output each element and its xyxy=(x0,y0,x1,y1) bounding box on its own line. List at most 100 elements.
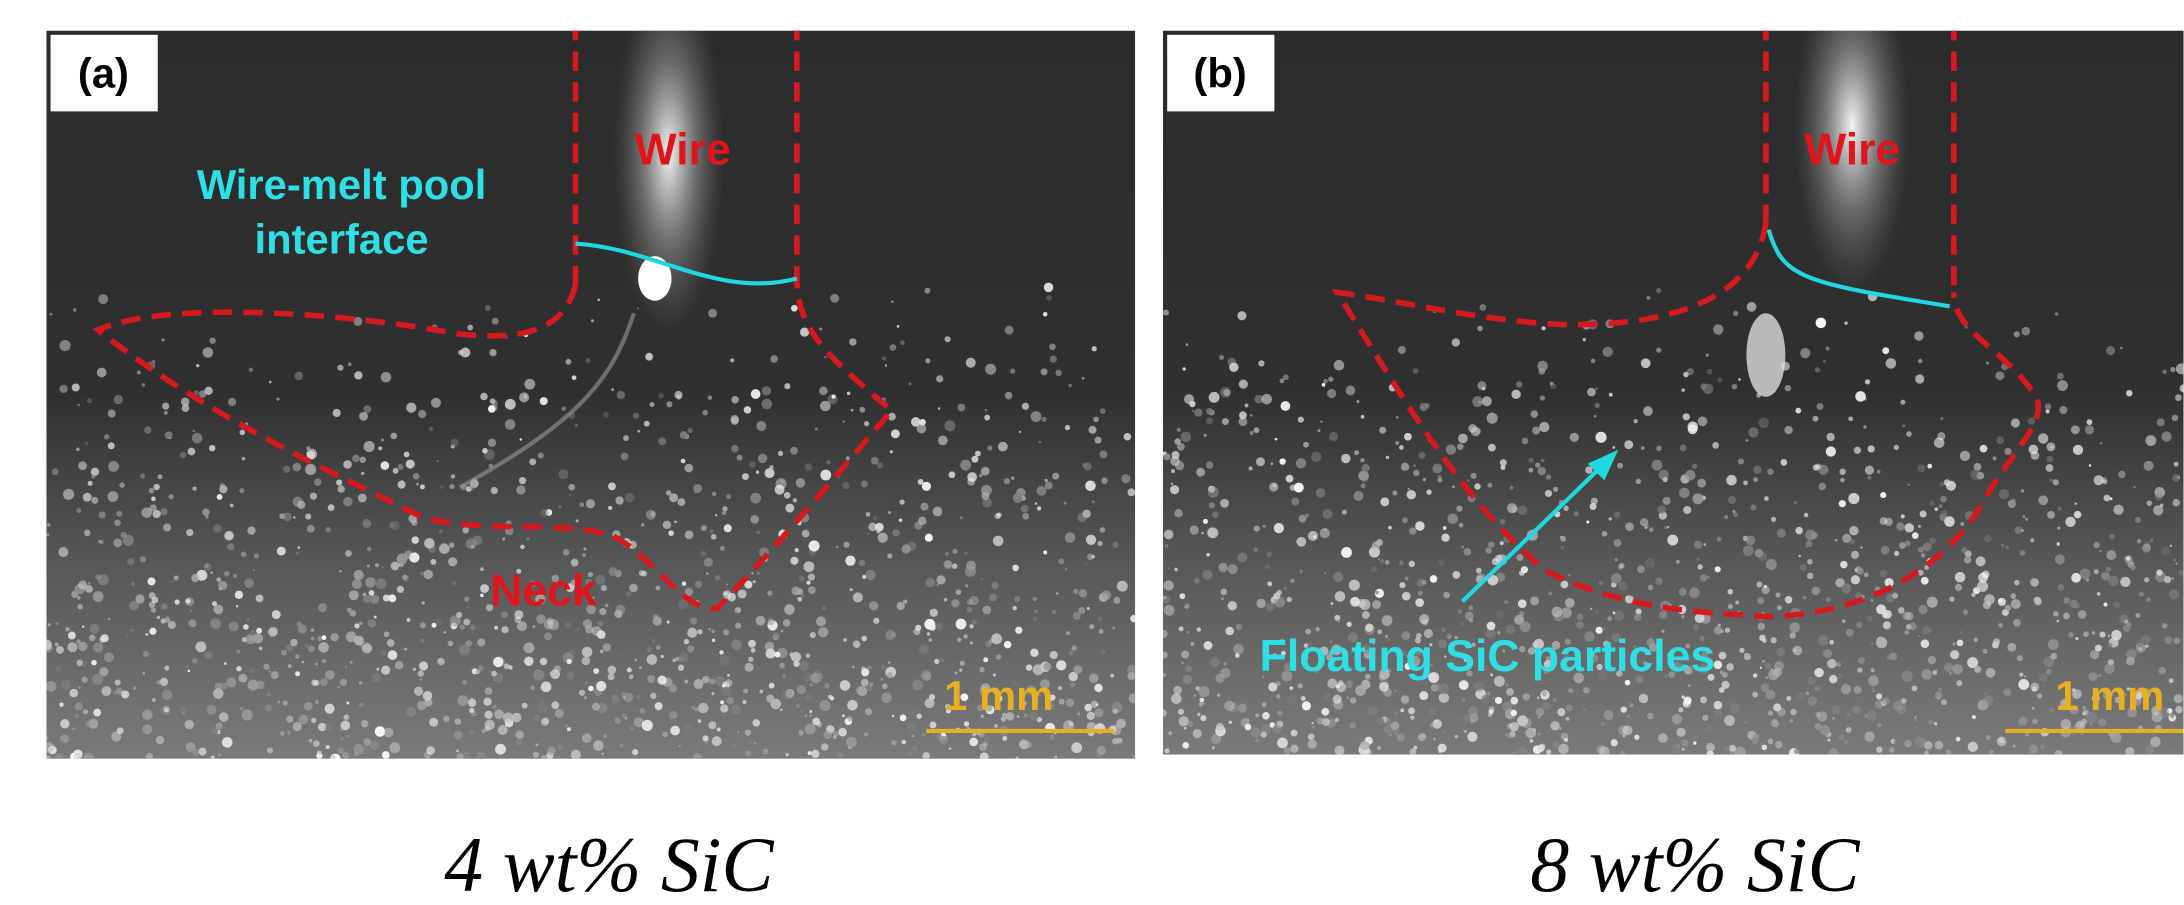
speckle xyxy=(463,527,469,533)
interface-label: interface xyxy=(255,215,429,262)
speckle xyxy=(101,634,109,642)
speckle xyxy=(55,643,59,647)
speckle xyxy=(1356,400,1359,403)
speckle xyxy=(84,753,94,763)
speckle xyxy=(1989,750,1994,755)
panel-b: (b) Wire Floating SiC particles 1 mm xyxy=(1159,0,2184,759)
speckle xyxy=(233,574,237,578)
speckle xyxy=(1372,600,1381,609)
speckle xyxy=(1422,580,1427,585)
speckle xyxy=(470,625,476,631)
speckle xyxy=(60,734,69,743)
speckle xyxy=(1092,500,1095,503)
speckle xyxy=(488,405,496,413)
speckle xyxy=(1983,695,1994,706)
speckle xyxy=(678,745,681,748)
speckle xyxy=(365,577,376,588)
speckle xyxy=(370,595,379,604)
speckle xyxy=(809,710,812,713)
speckle xyxy=(1752,737,1759,744)
speckle xyxy=(1250,414,1253,417)
speckle xyxy=(1058,558,1064,564)
speckle xyxy=(1228,564,1238,574)
speckle xyxy=(108,442,115,449)
speckle xyxy=(2045,409,2049,413)
speckle xyxy=(419,661,428,670)
speckle xyxy=(1435,720,1437,722)
speckle xyxy=(1043,662,1051,670)
speckle xyxy=(532,625,535,628)
speckle xyxy=(615,717,621,723)
speckle xyxy=(731,705,741,715)
speckle xyxy=(592,703,600,711)
speckle xyxy=(1181,661,1184,664)
speckle xyxy=(67,642,77,652)
speckle xyxy=(1409,527,1417,535)
speckle xyxy=(1671,744,1680,753)
speckle xyxy=(646,510,656,520)
speckle xyxy=(1922,669,1933,680)
speckle xyxy=(149,601,155,607)
speckle xyxy=(1495,697,1502,704)
speckle xyxy=(1317,717,1324,724)
speckle xyxy=(1682,748,1685,751)
speckle xyxy=(2094,475,2104,485)
speckle xyxy=(965,566,976,577)
speckle xyxy=(1762,660,1765,663)
speckle xyxy=(157,680,161,684)
speckle xyxy=(661,655,664,658)
speckle xyxy=(2109,534,2115,540)
speckle xyxy=(1844,740,1848,744)
speckle xyxy=(965,584,968,587)
speckle xyxy=(1613,511,1620,518)
speckle xyxy=(1618,582,1627,591)
speckle xyxy=(1510,723,1513,726)
speckle xyxy=(1664,526,1667,529)
speckle xyxy=(382,751,390,759)
speckle xyxy=(1239,380,1248,389)
speckle xyxy=(1743,545,1754,556)
speckle xyxy=(2073,445,2083,455)
speckle xyxy=(119,482,125,488)
speckle xyxy=(1765,663,1771,669)
speckle xyxy=(2038,495,2048,505)
speckle xyxy=(751,572,754,575)
speckle xyxy=(615,613,618,616)
speckle xyxy=(917,424,927,434)
speckle xyxy=(1277,738,1288,749)
speckle xyxy=(101,686,111,696)
speckle xyxy=(1560,546,1564,550)
speckle xyxy=(993,536,1004,547)
speckle xyxy=(439,543,450,554)
speckle xyxy=(1535,463,1540,468)
speckle xyxy=(123,535,134,546)
speckle xyxy=(1255,713,1259,717)
speckle xyxy=(1986,362,1989,365)
speckle xyxy=(1688,684,1691,687)
speckle xyxy=(1261,394,1272,405)
speckle xyxy=(1553,487,1558,492)
speckle xyxy=(753,580,756,583)
speckle xyxy=(1290,579,1294,583)
speckle xyxy=(1459,680,1469,690)
speckle xyxy=(137,370,141,374)
speckle xyxy=(866,512,871,517)
speckle xyxy=(1084,704,1092,712)
speckle xyxy=(1245,403,1249,407)
speckle xyxy=(1918,359,1922,363)
speckle xyxy=(644,421,650,427)
speckle xyxy=(621,692,626,697)
speckle xyxy=(1884,518,1892,526)
speckle xyxy=(1928,656,1936,664)
speckle xyxy=(773,632,781,640)
speckle xyxy=(566,671,574,679)
speckle xyxy=(1728,496,1736,504)
speckle xyxy=(307,525,315,533)
speckle xyxy=(157,474,162,479)
speckle xyxy=(540,509,548,517)
speckle xyxy=(326,745,330,749)
speckle xyxy=(1764,585,1767,588)
speckle xyxy=(1901,698,1907,704)
speckle xyxy=(655,702,663,710)
speckle xyxy=(413,473,420,480)
